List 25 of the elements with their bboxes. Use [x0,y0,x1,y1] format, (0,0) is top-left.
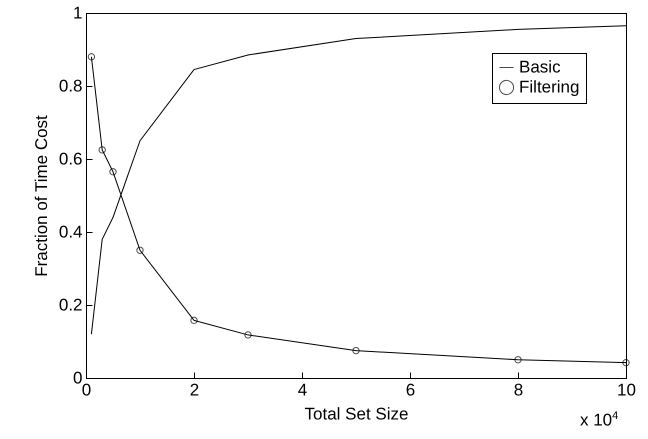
legend-label: Filtering [519,78,580,96]
text: x 10$^{4}$ [580,410,618,431]
point [244,331,252,339]
y-tick-label: 1 [73,4,82,22]
legend-label: Basic [519,58,562,76]
x-axis-title: Total Set Size [304,404,408,424]
point [109,168,117,176]
point [190,316,198,324]
point [352,346,360,354]
y-axis-title: Fraction of Time Cost [32,114,51,277]
point [98,146,106,154]
x-tick-label: 2 [190,380,200,400]
y-tick-label: 0.6 [58,150,82,168]
y-tick-label: 0 [73,368,82,388]
x-tick-label: 10 [617,380,636,400]
x-tick-label: 6 [406,380,416,400]
x-tick-label: 8 [514,380,524,400]
y-tick-label: 0.2 [58,296,82,314]
point [622,359,630,366]
point [514,356,522,364]
y-tick-label: 0.4 [58,222,82,242]
point [88,53,96,60]
x-tick-label: 4 [298,380,308,400]
y-tick-label: 0.8 [58,76,82,96]
point [136,246,144,254]
